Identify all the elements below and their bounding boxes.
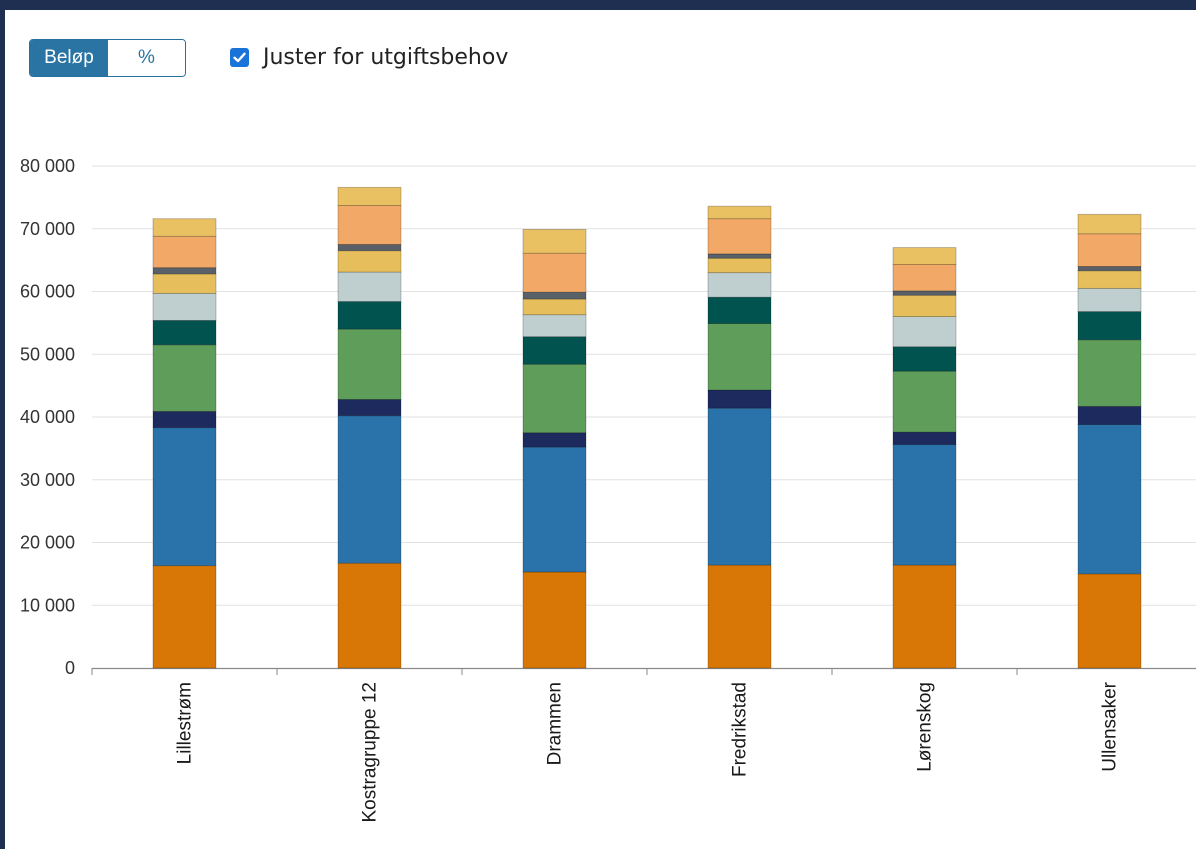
bar-segment [1077,311,1142,341]
y-tick-label: 0 [65,658,75,678]
x-category-label: Lørenskog [915,682,936,772]
bar-segment [152,565,217,669]
chart-panel: Beløp % Juster for utgiftsbehov 0 10 000 2… [5,10,1196,849]
x-category-label: Kostragruppe 12 [360,682,381,823]
bar-segment [522,363,587,434]
bar-segment [1077,287,1142,312]
bar-segment [522,298,587,316]
bar-segment [1077,270,1142,289]
bar-segment [1077,265,1142,272]
x-category-label: Lillestrøm [175,682,196,764]
bar-segment [152,292,217,321]
bar-segment [337,301,402,330]
y-tick-label: 10 000 [20,595,75,615]
bar-segment [337,271,402,302]
bar-segment [152,410,217,429]
bar-segment [707,272,772,298]
toggle-amount-option[interactable]: Beløp [30,40,108,76]
bar-segment [522,446,587,573]
bar-segment [522,336,587,365]
y-tick-label: 20 000 [20,533,75,553]
y-tick-label: 60 000 [20,282,75,302]
bar-segment [152,319,217,346]
y-tick-label: 80 000 [20,156,75,176]
bar-segment [1077,213,1142,235]
y-tick-label: 50 000 [20,344,75,364]
y-tick-label: 70 000 [20,219,75,239]
bar-segment [152,273,217,294]
bar-segment [522,571,587,669]
bar-segment [337,244,402,252]
bar-segment [337,328,402,400]
bar-segment [1077,339,1142,407]
bar-segment [892,346,957,372]
amount-percent-toggle[interactable]: Beløp % [29,39,186,77]
bar-segment [707,407,772,566]
bar-segment [892,316,957,348]
bar-segment [707,389,772,409]
bar-segment [337,562,402,669]
bar-segment [337,186,402,206]
bar-segment [1077,424,1142,575]
bar-segment [707,218,772,255]
bar-segment [892,431,957,446]
y-tick-label: 40 000 [20,407,75,427]
bar-segment [522,432,587,448]
toggle-percent-option[interactable]: % [108,40,185,76]
adjust-expenditure-checkbox[interactable] [230,48,249,67]
bar-segment [707,323,772,391]
bar-segment [522,252,587,293]
bar-segment [892,290,957,296]
bar-segment [892,294,957,318]
bar-segment [152,344,217,412]
bar-segment [707,257,772,274]
bar-segment [337,415,402,564]
bar-segment [1077,233,1142,267]
bar-segment [152,267,217,275]
bar-segment [892,264,957,292]
y-tick-label: 30 000 [20,470,75,490]
bar-segment [707,296,772,324]
adjust-expenditure-label: Juster for utgiftsbehov [263,45,509,70]
x-category-label: Drammen [545,682,566,765]
bar-segment [892,444,957,566]
bar-segment [1077,573,1142,669]
bar-segment [522,314,587,338]
bar-segment [707,205,772,220]
bar-segment [707,564,772,669]
bar-segment [152,218,217,237]
bar-segment [707,253,772,259]
x-category-label: Ullensaker [1100,681,1121,771]
bar-segment [337,399,402,417]
bar-segment [522,291,587,300]
checkmark-icon [233,52,246,63]
x-category-label: Fredrikstad [730,682,751,777]
bar-segment [892,370,957,433]
bar-segment [522,228,587,254]
adjust-expenditure-checkbox-row[interactable]: Juster for utgiftsbehov [230,45,508,70]
bar-segment [337,250,402,273]
bar-segment [892,247,957,265]
bar-segment [152,427,217,567]
bar-segment [337,205,402,245]
bar-segment [892,564,957,669]
bar-segment [152,235,217,269]
bar-segment [1077,405,1142,425]
stacked-bar-chart: 0 10 000 20 000 30 000 40 000 50 000 60 000 70 … [20,156,1196,823]
